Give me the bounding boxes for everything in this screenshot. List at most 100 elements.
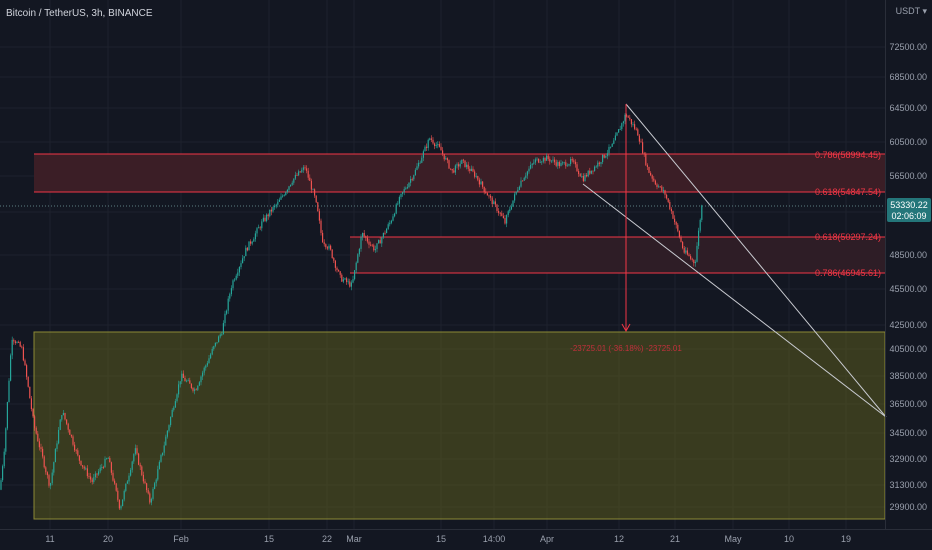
candle-body (555, 162, 557, 166)
candle-body (288, 186, 290, 190)
candle-body (61, 415, 63, 420)
candle-body (579, 174, 581, 177)
candle-body (77, 450, 79, 456)
candle-body (283, 195, 285, 196)
candle-body (194, 389, 196, 391)
candle-body (656, 184, 658, 187)
candle-body (403, 189, 405, 192)
price-tick-label: 48500.00 (889, 250, 927, 260)
candle-body (456, 164, 458, 166)
candle-body (566, 165, 568, 167)
upper-trendline[interactable] (625, 103, 887, 418)
candle-body (259, 227, 261, 229)
candle-body (446, 158, 448, 161)
candle-body (504, 218, 506, 224)
candle-body (245, 247, 247, 257)
candle-body (232, 280, 234, 289)
candle-body (408, 182, 410, 188)
candle-body (627, 116, 629, 118)
time-tick-label: 19 (841, 534, 851, 544)
candle-body (22, 347, 24, 361)
candle-body (368, 241, 370, 245)
candle-body (99, 467, 101, 472)
candle-body (19, 342, 21, 347)
candle-body (357, 254, 359, 263)
candle-body (570, 159, 572, 165)
upper-fib-zone[interactable] (34, 154, 885, 192)
candle-body (266, 214, 268, 221)
candle-body (611, 143, 613, 147)
demand-zone[interactable] (33, 331, 886, 520)
candle-body (658, 186, 660, 188)
candle-body (674, 218, 676, 222)
candle-body (606, 153, 608, 156)
candle-body (387, 224, 389, 229)
candle-body (325, 244, 327, 248)
candle-body (50, 483, 52, 486)
candle-body (168, 425, 170, 431)
candle-body (286, 189, 288, 192)
candle-body (514, 194, 516, 201)
candle-body (170, 416, 172, 426)
lower-trendline[interactable] (582, 183, 887, 418)
candle-body (58, 430, 60, 444)
price-axis[interactable]: 72500.00 68500.00 64500.00 60500.00 56500.00… (889, 42, 927, 512)
candle-body (114, 480, 116, 484)
candle-body (200, 376, 202, 383)
candle-body (626, 114, 628, 117)
price-tick-label: 32900.00 (889, 454, 927, 464)
candle-body (547, 155, 549, 159)
candle-body (122, 499, 124, 507)
candle-body (230, 288, 232, 295)
candle-body (472, 168, 474, 172)
candle-body (83, 466, 85, 469)
candle-body (253, 239, 255, 242)
candle-body (429, 138, 431, 140)
candle-body (53, 462, 55, 473)
currency-label[interactable]: USDT ▾ (896, 6, 928, 16)
candle-body (157, 469, 159, 480)
candle-body (654, 180, 656, 185)
candle-body (254, 233, 256, 240)
candle-body (502, 215, 504, 219)
lower-fib-zone[interactable] (350, 237, 885, 273)
candle-body (477, 176, 479, 180)
time-axis[interactable]: 11 20 Feb 15 22 Mar 15 14:00 Apr 12 21 May 10 19 (45, 534, 851, 544)
candle-body (430, 138, 432, 140)
time-tick-label: 15 (436, 534, 446, 544)
candle-body (80, 460, 82, 466)
candle-body (480, 181, 482, 185)
candle-body (243, 256, 245, 259)
candle-body (648, 166, 650, 173)
candle-body (637, 129, 639, 136)
candle-body (614, 135, 616, 141)
candle-body (152, 488, 154, 499)
candle-body (21, 346, 23, 348)
candle-body (554, 159, 556, 163)
candle-body (310, 180, 312, 190)
candle-body (154, 483, 156, 489)
candle-body (2, 466, 4, 481)
candle-body (490, 195, 492, 198)
candle-body (10, 355, 12, 381)
price-tick-label: 64500.00 (889, 103, 927, 113)
candle-body (333, 258, 335, 261)
candle-body (581, 176, 583, 177)
candle-body (622, 121, 624, 124)
candle-body (646, 164, 648, 167)
time-tick-label: 10 (784, 534, 794, 544)
candle-body (38, 441, 40, 448)
candle-body (331, 249, 333, 259)
candle-body (275, 204, 277, 206)
candle-body (307, 170, 309, 178)
candle-body (624, 114, 626, 122)
candle-body (374, 249, 376, 251)
candle-body (506, 215, 508, 224)
candle-body (680, 237, 682, 242)
candle-body (142, 474, 144, 482)
candle-body (69, 429, 71, 435)
time-tick-label: 20 (103, 534, 113, 544)
candle-body (432, 139, 434, 144)
